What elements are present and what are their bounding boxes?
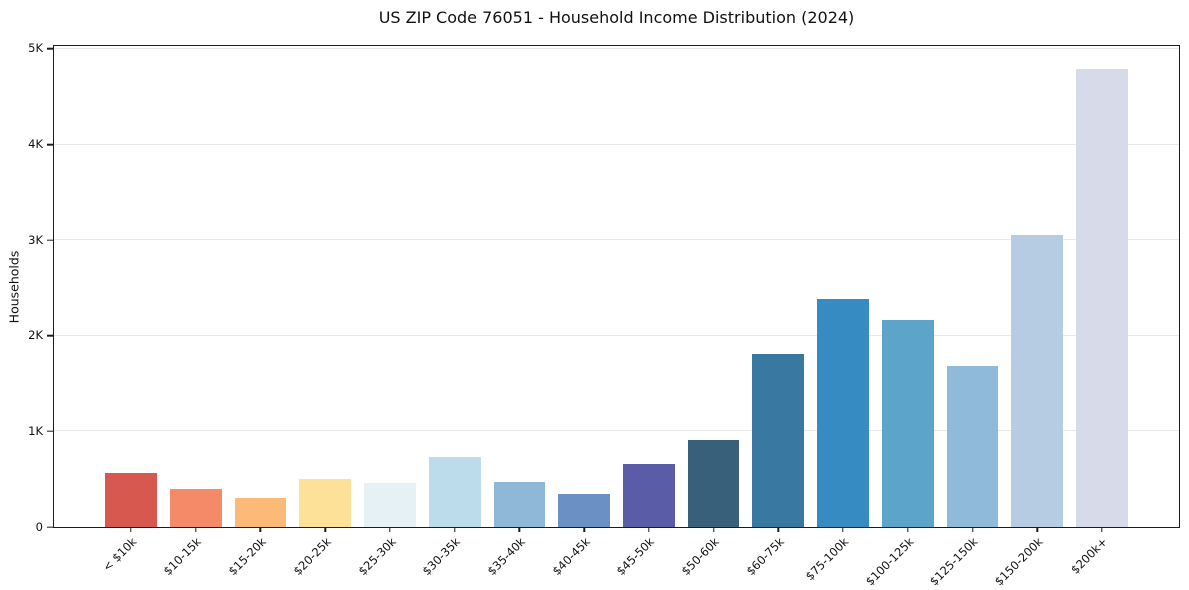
gridline: [54, 430, 1179, 432]
x-tick-mark: [907, 527, 909, 532]
bar: [622, 464, 675, 527]
y-tick-mark: [47, 143, 54, 146]
y-tick-mark: [47, 335, 54, 337]
y-tick-label: 0: [35, 519, 43, 534]
x-tick-mark: [1101, 527, 1103, 532]
x-tick-label: $15-20k: [225, 534, 269, 579]
x-tick-label: $45-50k: [613, 534, 658, 579]
bar: [299, 478, 352, 527]
x-tick-label: $60-75k: [743, 534, 787, 579]
bar: [234, 498, 287, 527]
gridline: [54, 143, 1179, 145]
y-tick-mark: [47, 430, 54, 433]
bar: [946, 365, 999, 527]
y-axis-label: Households: [6, 250, 22, 324]
x-tick-mark: [648, 527, 650, 532]
x-tick-label: $20-25k: [290, 534, 334, 579]
gridline: [54, 47, 1179, 49]
x-tick-mark: [324, 527, 326, 532]
x-tick-mark: [1036, 527, 1038, 532]
x-tick-mark: [259, 527, 262, 532]
bar: [687, 439, 740, 527]
x-tick-label: $35-40k: [484, 534, 528, 579]
x-tick-label: $25-30k: [355, 534, 399, 579]
bar: [817, 298, 869, 527]
y-tick-mark: [47, 526, 54, 528]
x-tick-mark: [583, 527, 585, 532]
bar: [558, 493, 611, 527]
plot-area: 0 1K 2K 3K 4K 5K < $10k $10-15k $15-20k $20-25k $…: [28, 43, 1180, 588]
x-tick-label: $125-150k: [927, 534, 982, 589]
y-tick-label: 2K: [28, 328, 43, 342]
x-tick-label: $200k+: [1068, 534, 1111, 577]
y-tick-label: 1K: [28, 423, 43, 438]
x-tick-mark: [777, 527, 780, 532]
x-tick-label: < $10k: [99, 534, 140, 575]
bar: [169, 488, 222, 527]
bar: [428, 457, 481, 527]
y-tick-label: 4K: [28, 136, 43, 151]
x-tick-mark: [971, 527, 974, 532]
y-tick-label: 3K: [28, 232, 43, 247]
x-tick-label: $10-15k: [160, 534, 205, 579]
x-tick-mark: [389, 527, 391, 532]
x-tick-label: $150-200k: [991, 534, 1046, 589]
x-tick-label: $100-125k: [862, 534, 917, 589]
bar: [105, 473, 157, 527]
chart-title: US ZIP Code 76051 - Household Income Dis…: [378, 8, 855, 27]
gridline: [54, 239, 1179, 241]
x-tick-mark: [712, 527, 715, 532]
x-tick-mark: [842, 527, 844, 532]
bar: [1011, 235, 1064, 527]
bar: [881, 320, 934, 527]
x-tick-label: $30-35k: [419, 534, 464, 579]
x-tick-label: $75-100k: [802, 534, 852, 584]
bar: [364, 482, 416, 527]
y-tick-label: 5K: [28, 41, 43, 56]
bar: [752, 353, 805, 527]
y-tick-mark: [47, 239, 54, 241]
y-tick-mark: [47, 48, 54, 50]
x-tick-mark: [195, 527, 197, 532]
bar: [1076, 68, 1128, 527]
x-tick-mark: [518, 527, 521, 532]
bar: [493, 481, 546, 527]
gridline: [54, 334, 1179, 336]
x-tick-mark: [453, 527, 456, 532]
x-tick-mark: [130, 527, 132, 532]
x-tick-label: $40-45k: [549, 534, 593, 579]
x-tick-label: $50-60k: [678, 534, 723, 579]
